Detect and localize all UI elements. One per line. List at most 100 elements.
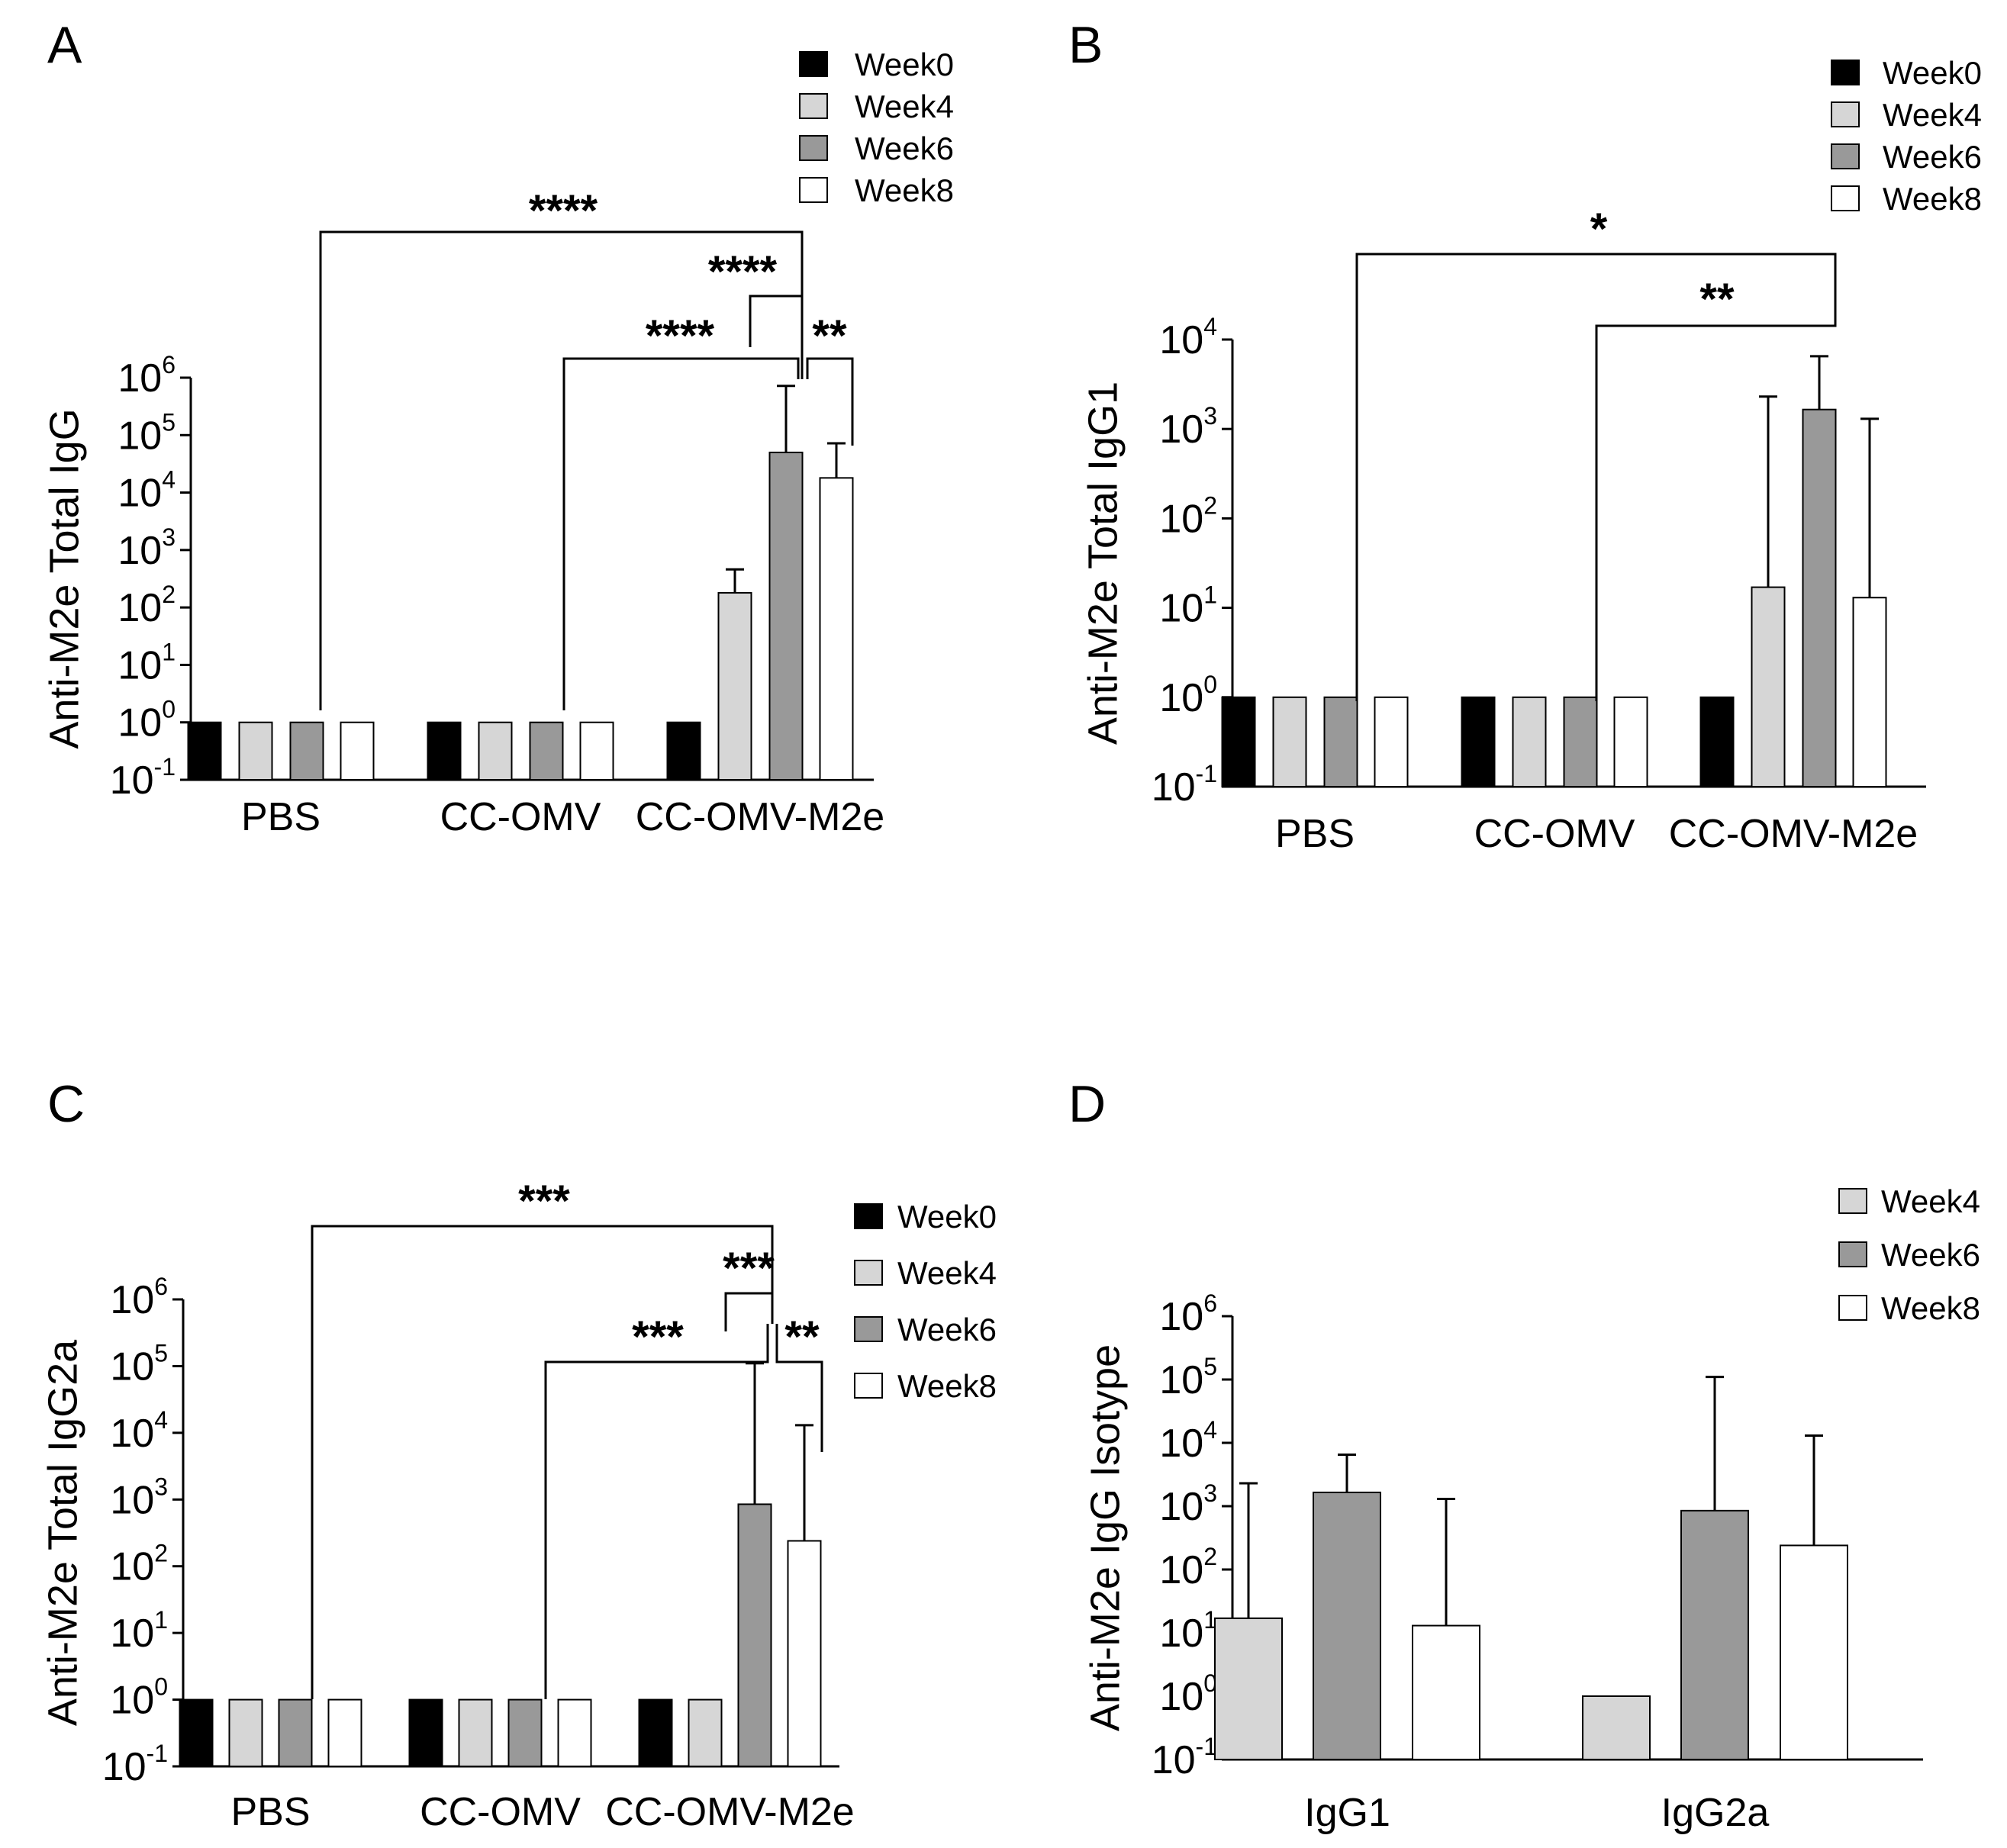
legend-swatch-week0 — [799, 51, 828, 77]
bar-week0-cc-omv — [427, 721, 462, 781]
category-label: CC-OMV — [420, 1790, 581, 1834]
legend-label-week8: Week8 — [1881, 1290, 1980, 1326]
bar-week0-cc-omv-m2e — [666, 721, 701, 781]
significance-bracket — [806, 357, 854, 446]
significance-label: * — [1590, 204, 1608, 254]
significance-label: ** — [812, 311, 847, 361]
bar-week4-cc-omv-m2e — [717, 591, 752, 781]
bar-week6-pbs — [278, 1698, 313, 1768]
legend-label-week6: Week6 — [1883, 139, 1982, 175]
y-tick-label: 104 — [118, 466, 176, 516]
legend-label-week8: Week8 — [1883, 181, 1982, 217]
significance-label: **** — [529, 186, 598, 236]
bar-week4-igg1 — [1214, 1617, 1283, 1761]
legend-label-week6: Week6 — [1881, 1237, 1980, 1273]
y-tick-label: 102 — [1159, 1543, 1217, 1592]
legend-label-week6: Week6 — [897, 1312, 997, 1347]
panel-c: C Anti-M2e Total IgG2a 10-1 100 101 102 103 104… — [40, 1075, 997, 1834]
panel-letter: D — [1068, 1075, 1106, 1133]
y-tick-label: 106 — [118, 351, 176, 401]
panel-b: B Anti-M2e Total IgG1 10-1 100 101 102 103 104 P… — [1068, 16, 1982, 856]
legend-label-week8: Week8 — [855, 172, 954, 208]
y-tick-label: 100 — [1159, 1669, 1217, 1719]
bar-week8-cc-omv — [1613, 696, 1648, 787]
y-tick-label: 100 — [118, 696, 176, 745]
bar-week4-pbs — [228, 1698, 263, 1768]
y-tick-label: 102 — [1159, 491, 1217, 541]
panel-a: A Anti-M2e Total IgG 10-1 100 101 102 103 104 10… — [41, 16, 954, 839]
bar-week0-pbs — [187, 721, 222, 781]
legend-swatch-week4 — [799, 93, 828, 119]
legend-label-week0: Week0 — [1883, 55, 1982, 91]
significance-label: *** — [723, 1244, 775, 1293]
bar-week4-igg2a — [1582, 1695, 1651, 1760]
legend-label-week6: Week6 — [855, 130, 954, 166]
bar-week0-pbs — [1221, 696, 1256, 787]
category-label: IgG1 — [1304, 1791, 1390, 1835]
y-tick-label: 101 — [118, 638, 176, 687]
bar-week0-pbs — [179, 1698, 214, 1768]
y-tick-label: 106 — [1159, 1289, 1217, 1339]
bar-week0-cc-omv-m2e — [1699, 696, 1735, 787]
significance-label: ** — [784, 1312, 820, 1362]
bar-week8-igg2a — [1780, 1544, 1848, 1761]
significance-bracket — [311, 1225, 774, 1699]
significance-label: ** — [1699, 275, 1735, 324]
y-axis-title: Anti-M2e Total IgG — [41, 408, 87, 749]
legend-label-week0: Week0 — [855, 47, 954, 82]
y-tick-label: 102 — [118, 581, 176, 630]
bar-week4-pbs — [1272, 696, 1307, 787]
bar-week8-cc-omv — [557, 1698, 592, 1768]
legend-swatch-week6 — [1838, 1241, 1867, 1267]
significance-bracket — [562, 357, 800, 710]
bar-week8-cc-omv-m2e — [819, 477, 854, 781]
bar-week6-pbs — [289, 721, 324, 781]
bar-week8-igg1 — [1412, 1624, 1480, 1761]
panel-letter: C — [47, 1075, 85, 1133]
y-tick-label: 102 — [110, 1540, 168, 1589]
bar-week8-cc-omv-m2e — [1852, 597, 1887, 788]
y-tick-label: 100 — [110, 1673, 168, 1723]
bar-week4-pbs — [238, 721, 273, 781]
legend-swatch-week6 — [799, 135, 828, 161]
bar-week6-cc-omv — [1563, 696, 1598, 787]
y-tick-label: 104 — [1159, 1416, 1217, 1466]
category-label: CC-OMV-M2e — [1669, 812, 1918, 856]
legend-swatch-week0 — [854, 1203, 883, 1229]
bar-week8-pbs — [340, 721, 375, 781]
bar-week6-igg2a — [1680, 1509, 1749, 1761]
y-tick-label: 100 — [1159, 671, 1217, 720]
category-label: CC-OMV-M2e — [636, 795, 884, 839]
legend-label-week4: Week4 — [855, 89, 954, 124]
bar-week6-cc-omv-m2e — [737, 1503, 772, 1768]
significance-label: *** — [632, 1312, 684, 1362]
legend-label-week8: Week8 — [897, 1368, 997, 1404]
category-label: PBS — [230, 1790, 310, 1834]
bar-week8-pbs — [1374, 696, 1409, 787]
bar-week0-cc-omv — [408, 1698, 443, 1768]
bar-week6-cc-omv — [529, 721, 564, 781]
category-label: PBS — [1275, 812, 1355, 856]
y-tick-label: 104 — [1159, 313, 1217, 362]
y-axis-title: Anti-M2e Total IgG1 — [1080, 382, 1126, 745]
y-axis-title: Anti-M2e IgG Isotype — [1082, 1344, 1128, 1731]
legend-swatch-week8 — [1831, 185, 1860, 211]
y-tick-label: 10-1 — [110, 753, 176, 803]
bar-week0-cc-omv-m2e — [638, 1698, 673, 1768]
legend-swatch-week4 — [1831, 101, 1860, 127]
legend-swatch-week8 — [799, 177, 828, 203]
significance-bracket — [1355, 253, 1837, 701]
bar-week4-cc-omv-m2e — [1751, 586, 1786, 787]
bar-week0-cc-omv — [1461, 696, 1496, 787]
y-tick-label: 101 — [1159, 1606, 1217, 1656]
legend-label-week4: Week4 — [1881, 1183, 1980, 1219]
significance-bracket — [775, 1324, 823, 1452]
bar-week8-pbs — [327, 1698, 362, 1768]
significance-bracket — [1595, 303, 1837, 701]
significance-label: **** — [646, 311, 715, 361]
y-tick-label: 10-1 — [102, 1740, 168, 1789]
legend-swatch-week4 — [1838, 1188, 1867, 1214]
category-label: CC-OMV — [1474, 812, 1635, 856]
bar-week8-cc-omv — [579, 721, 614, 781]
